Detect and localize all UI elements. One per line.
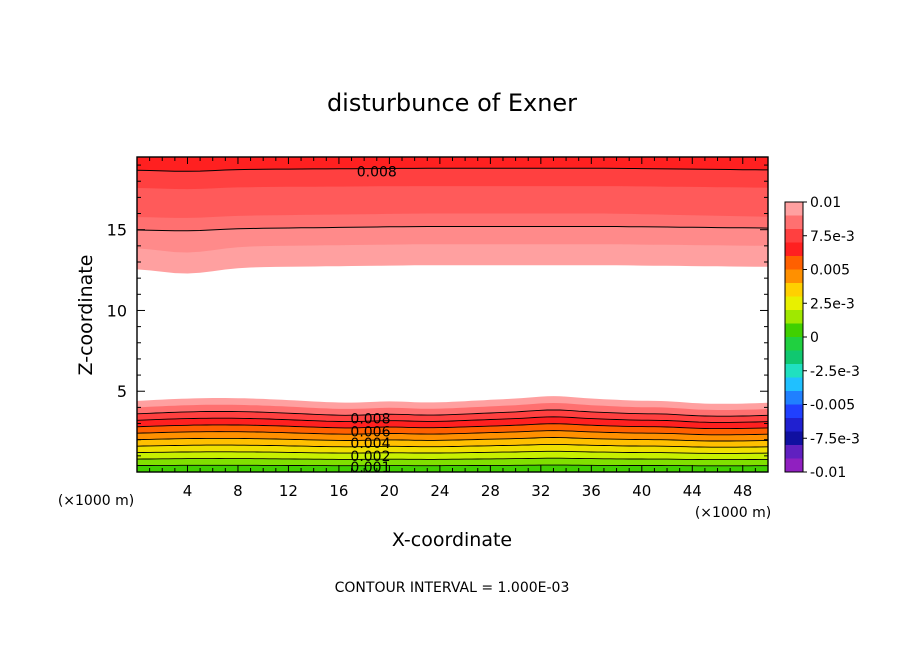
colorbar-label-6: -0.005 xyxy=(810,398,855,414)
contour-line-bottom-9 xyxy=(136,457,768,461)
colorbar-swatch-1 xyxy=(785,215,803,230)
colorbar-swatch-5 xyxy=(785,269,803,284)
contour-label-3: 0.004 xyxy=(350,436,390,452)
x-tick-label-20: 20 xyxy=(380,482,399,500)
colorbar-label-5: -2.5e-3 xyxy=(810,364,860,380)
y-tick-label-10: 10 xyxy=(107,301,127,320)
contour-label-0: 0.008 xyxy=(357,165,397,181)
colorbar-swatch-13 xyxy=(785,377,803,392)
colorbar-swatch-8 xyxy=(785,310,803,324)
contour-line-top-5 xyxy=(136,167,769,172)
contour-line-bottom-3 xyxy=(136,416,769,423)
colorbar-swatch-6 xyxy=(785,283,803,297)
contour-line-bottom-6 xyxy=(136,437,769,442)
colorbar-swatch-17 xyxy=(785,431,803,446)
colorbar-label-7: -7.5e-3 xyxy=(810,431,860,447)
x-tick-label-28: 28 xyxy=(481,482,500,500)
contour-label-5: 0.001 xyxy=(350,460,390,476)
colorbar-label-3: 2.5e-3 xyxy=(810,296,855,312)
colorbar-swatch-9 xyxy=(785,323,803,338)
contour-label-4: 0.002 xyxy=(350,449,390,465)
x-tick-label-24: 24 xyxy=(430,482,449,500)
chart-title: disturbunce of Exner xyxy=(327,89,577,117)
colorbar-swatch-3 xyxy=(785,242,803,257)
colorbar-swatch-11 xyxy=(785,350,803,365)
contour-line-top-2 xyxy=(136,226,769,232)
contour-line-bottom-8 xyxy=(136,450,769,454)
contour-line-bottom-2 xyxy=(136,409,769,417)
colorbar-swatch-15 xyxy=(785,404,803,419)
y-tick-label-5: 5 xyxy=(117,382,127,401)
colorbar-swatch-4 xyxy=(785,256,803,270)
colorbar xyxy=(784,201,804,473)
x-tick-label-40: 40 xyxy=(632,482,651,500)
x-tick-label-16: 16 xyxy=(329,482,348,500)
colorbar-label-0: 0.01 xyxy=(810,195,841,211)
colorbar-swatch-7 xyxy=(785,296,803,311)
colorbar-swatch-16 xyxy=(785,418,803,432)
x-unit-left: (×1000 m) xyxy=(58,493,134,509)
colorbar-label-8: -0.01 xyxy=(810,465,846,481)
x-tick-labels: 4 8 12 16 20 24 28 32 36 40 44 48 xyxy=(183,482,753,500)
contour-label-2: 0.006 xyxy=(350,425,390,441)
x-tick-label-8: 8 xyxy=(233,482,243,500)
y-axis-label: Z-coordinate xyxy=(75,255,97,376)
colorbar-swatch-10 xyxy=(785,337,803,351)
colorbar-swatch-0 xyxy=(785,202,803,216)
x-tick-label-32: 32 xyxy=(531,482,550,500)
contour-line-bottom-7 xyxy=(136,443,769,448)
contour-line-bottom-5 xyxy=(136,430,769,436)
colorbar-label-4: 0 xyxy=(810,330,819,346)
contour-interval-note: CONTOUR INTERVAL = 1.000E-03 xyxy=(335,580,570,596)
contour-label-1: 0.008 xyxy=(350,412,390,428)
field-band-top-5 xyxy=(137,157,768,172)
colorbar-swatch-14 xyxy=(785,391,803,405)
x-tick-label-12: 12 xyxy=(279,482,298,500)
y-tick-labels: 5 10 15 xyxy=(107,221,127,402)
x-tick-label-44: 44 xyxy=(683,482,702,500)
contour-line-bottom-4 xyxy=(136,423,769,430)
axis-ticks xyxy=(137,157,768,472)
x-tick-label-4: 4 xyxy=(183,482,193,500)
colorbar-label-1: 7.5e-3 xyxy=(810,229,855,245)
colorbar-swatch-12 xyxy=(785,364,803,378)
contour-line-bottom-10 xyxy=(137,464,768,467)
x-tick-label-48: 48 xyxy=(733,482,752,500)
colorbar-swatch-2 xyxy=(785,229,803,243)
x-tick-label-36: 36 xyxy=(582,482,601,500)
colorbar-labels: 0.01 7.5e-3 0.005 2.5e-3 0 -2.5e-3 -0.005 -7.5e… xyxy=(803,195,860,481)
contour-lines xyxy=(136,167,769,467)
colorbar-swatch-19 xyxy=(785,458,803,473)
colorbar-label-2: 0.005 xyxy=(810,263,850,279)
colorbar-swatch-18 xyxy=(785,445,803,459)
y-tick-label-15: 15 xyxy=(107,221,127,240)
x-unit-right: (×1000 m) xyxy=(695,505,771,521)
x-axis-label: X-coordinate xyxy=(392,529,512,551)
